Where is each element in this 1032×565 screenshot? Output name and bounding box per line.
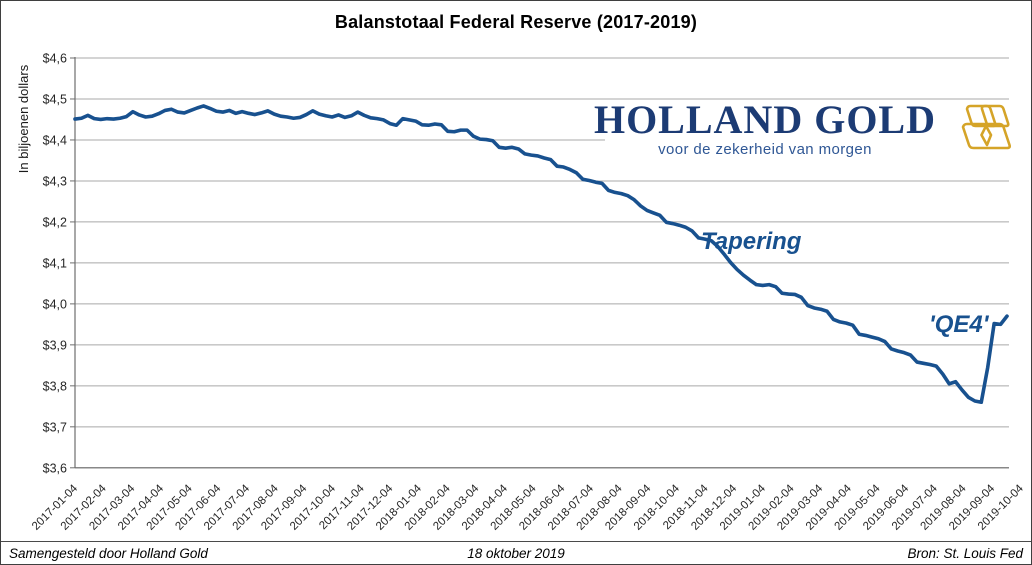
fed-balance-line	[73, 104, 1009, 405]
y-tick-label: $4,5	[43, 92, 67, 106]
y-tick-label: $4,4	[43, 133, 67, 147]
footer-source: Bron: St. Louis Fed	[907, 546, 1023, 561]
gold-bars-icon	[961, 104, 1012, 150]
x-axis-tick-labels: 2017-01-042017-02-042017-03-042017-04-04…	[30, 482, 1026, 533]
y-tick-label: $4,2	[43, 215, 67, 229]
y-tick-label: $4,3	[43, 174, 67, 188]
annotation-tapering: Tapering	[701, 228, 802, 255]
y-tick-label: $3,9	[43, 338, 67, 352]
y-tick-label: $4,0	[43, 297, 67, 311]
annotation-qe4: 'QE4'	[929, 311, 989, 338]
y-tick-label: $3,8	[43, 379, 67, 393]
y-tick-label: $4,6	[43, 52, 67, 66]
holland-gold-logo: HOLLAND GOLD voor de zekerheid van morge…	[594, 100, 1013, 166]
logo-text-block: HOLLAND GOLD voor de zekerheid van morge…	[593, 97, 936, 159]
axes	[74, 57, 1009, 469]
gold-bars-shapes	[961, 104, 1012, 150]
footer: Samengesteld door Holland Gold 18 oktobe…	[1, 541, 1031, 564]
y-tick-label: $4,1	[43, 256, 67, 270]
logo-name: HOLLAND GOLD	[593, 97, 936, 142]
y-axis-tick-labels: $4,6 $4,5 $4,4 $4,3 $4,2 $4,1 $4,0 $3,9 $3,8 $3,7…	[43, 52, 67, 476]
logo-tagline: voor de zekerheid van morgen	[658, 141, 872, 158]
y-tick-label: $3,7	[43, 420, 67, 434]
footer-credit: Samengesteld door Holland Gold	[9, 546, 208, 561]
chart-title: Balanstotaal Federal Reserve (2017-2019)	[334, 12, 698, 32]
y-tick-label: $3,6	[43, 461, 67, 475]
